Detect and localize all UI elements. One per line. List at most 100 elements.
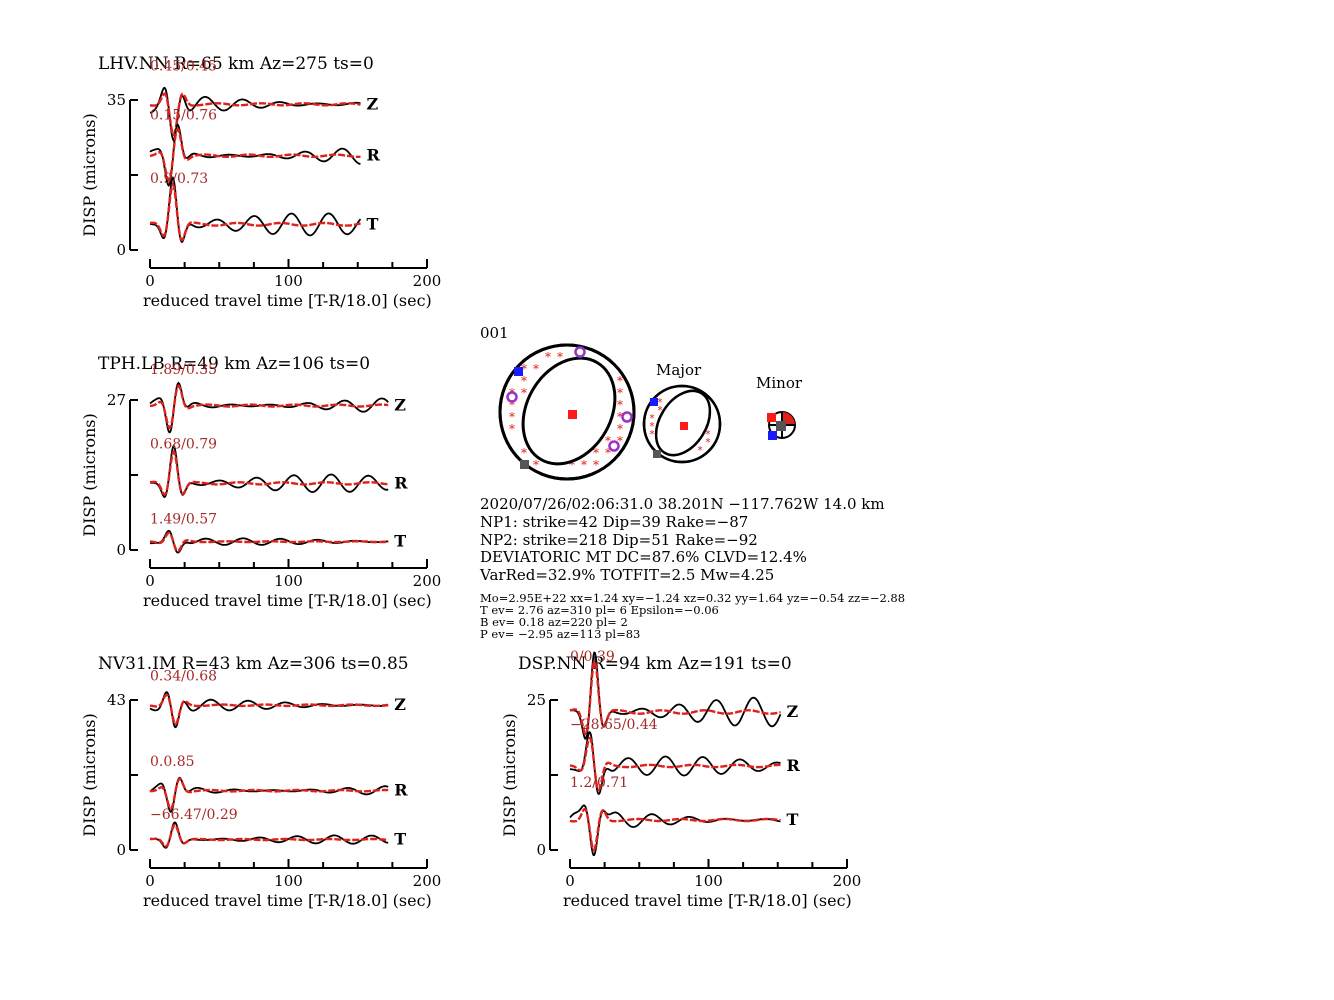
np2-line: NP2: strike=218 Dip=51 Rake=−92: [480, 531, 758, 549]
b-axis-marker: [520, 460, 529, 469]
compression-mark: *: [545, 350, 551, 364]
compression-mark: *: [569, 458, 575, 472]
compression-mark: *: [533, 458, 539, 472]
synthetic-trace-R: [150, 450, 389, 496]
compression-mark: *: [650, 429, 655, 440]
compression-mark: *: [509, 410, 515, 424]
synthetic-trace-R: [150, 777, 389, 811]
fit-line: VarRed=32.9% TOTFIT=2.5 Mw=4.25: [479, 566, 774, 584]
major-b-axis: [653, 450, 661, 458]
y-axis-label: DISP (microns): [80, 713, 99, 837]
observed-trace-R: [150, 444, 389, 499]
compression-mark: *: [605, 434, 611, 448]
compression-mark: *: [521, 446, 527, 460]
x-tick-label: 0: [565, 872, 575, 890]
compressional-quadrant-marks: *********** ** ***********: [509, 350, 623, 472]
compression-mark: *: [658, 405, 663, 416]
solution-text: 2020/07/26/02:06:31.0 38.201N −117.762W …: [479, 495, 905, 641]
component-label: Z: [367, 94, 379, 113]
compression-mark: *: [557, 350, 563, 364]
b-ev-line: B ev= 0.18 az=220 pl= 2: [480, 615, 628, 629]
y-tick-label: 25: [527, 691, 546, 709]
beachball-rim: [498, 343, 636, 481]
polarity-marker: [574, 346, 586, 358]
synthetic-trace-Z: [150, 92, 361, 137]
fit-annotation: 0.0.85: [150, 754, 195, 770]
polarity-marker: [506, 391, 518, 403]
compression-mark: *: [581, 458, 587, 472]
x-tick-label: 100: [274, 572, 303, 590]
y-tick-label: 43: [107, 691, 126, 709]
minor-p-axis: [767, 413, 776, 422]
compression-mark: *: [593, 446, 599, 460]
compression-mark: *: [706, 437, 711, 448]
panel-title: DSP.NN R=94 km Az=191 ts=0: [518, 654, 792, 674]
p-ev-line: P ev= −2.95 az=113 pl=83: [480, 627, 640, 641]
minor-b-axis: [776, 421, 786, 431]
compression-mark: *: [617, 386, 623, 400]
beachball-minor: [767, 411, 796, 440]
x-axis-label: reduced travel time [T-R/18.0] (sec): [143, 591, 432, 610]
compression-mark: *: [521, 362, 527, 376]
fit-annotation: 0.15/0.76: [150, 107, 217, 123]
waveform-panel: TPH.LB R=49 km Az=106 ts=0 0 27 DISP (micro…: [80, 354, 441, 610]
component-label: Z: [394, 695, 406, 714]
component-label: R: [394, 781, 408, 800]
major-compressional-marks: ********: [650, 397, 711, 456]
x-tick-label: 0: [145, 872, 155, 890]
fit-annotation: 0/0.39: [570, 649, 615, 665]
x-tick-label: 0: [145, 572, 155, 590]
minor-t-axis: [768, 431, 777, 440]
minor-label: Minor: [756, 374, 803, 392]
observed-trace-Z: [149, 691, 389, 729]
nodal-plane-ellipse: [521, 356, 617, 466]
y-tick-label: 35: [107, 91, 126, 109]
x-axis-label: reduced travel time [T-R/18.0] (sec): [563, 891, 852, 910]
waveform-panels: LHV.NN R=65 km Az=275 ts=0 0 35 DISP (micro…: [80, 54, 861, 910]
panel-title: LHV.NN R=65 km Az=275 ts=0: [98, 54, 374, 74]
x-tick-label: 100: [274, 872, 303, 890]
compression-mark: *: [650, 413, 655, 424]
x-tick-label: 200: [413, 572, 442, 590]
compression-mark: *: [706, 429, 711, 440]
y-tick-label: 0: [116, 541, 126, 559]
np1-line: NP1: strike=42 Dip=39 Rake=−87: [480, 513, 748, 531]
t-ev-line: T ev= 2.76 az=310 pl= 6 Epsilon=−0.06: [480, 603, 719, 617]
compression-mark: *: [521, 386, 527, 400]
compression-mark: *: [617, 422, 623, 436]
component-label: Z: [394, 396, 406, 415]
x-tick-label: 200: [833, 872, 862, 890]
solution-id: 001: [480, 324, 509, 342]
observed-trace-R: [569, 731, 781, 795]
compression-mark: *: [509, 422, 515, 436]
mt-line: DEVIATORIC MT DC=87.6% CLVD=12.4%: [480, 548, 807, 566]
component-label: R: [787, 756, 801, 775]
component-label: Z: [787, 702, 799, 721]
compression-mark: *: [617, 374, 623, 388]
compression-mark: *: [521, 374, 527, 388]
fit-annotation: 0.45/0.45: [150, 59, 217, 75]
y-axis-label: DISP (microns): [80, 113, 99, 237]
y-axis-label: DISP (microns): [80, 413, 99, 537]
origin-line: 2020/07/26/02:06:31.0 38.201N −117.762W …: [480, 495, 885, 513]
fit-annotation: 1.49/0.57: [150, 512, 217, 528]
fit-annotation: 1.2/0.71: [570, 775, 628, 791]
fit-annotation: −66.47/0.29: [150, 807, 238, 823]
compression-mark: *: [617, 434, 623, 448]
synthetic-trace-T: [569, 807, 781, 852]
synthetic-trace-Z: [569, 660, 781, 736]
synthetic-trace-T: [150, 531, 389, 553]
compression-mark: *: [617, 398, 623, 412]
fit-annotation: 0.68/0.79: [150, 437, 217, 453]
panel-title: NV31.IM R=43 km Az=306 ts=0.85: [98, 654, 409, 674]
component-label: R: [367, 146, 381, 165]
major-nodal-ellipse: [654, 389, 712, 457]
observed-trace-T: [150, 176, 362, 244]
x-tick-label: 0: [145, 272, 155, 290]
polarity-marker: [621, 411, 633, 423]
component-label: T: [787, 810, 799, 829]
compression-mark: *: [533, 362, 539, 376]
compression-mark: *: [593, 458, 599, 472]
x-axis-label: reduced travel time [T-R/18.0] (sec): [143, 291, 432, 310]
synthetic-trace-T: [150, 823, 389, 848]
